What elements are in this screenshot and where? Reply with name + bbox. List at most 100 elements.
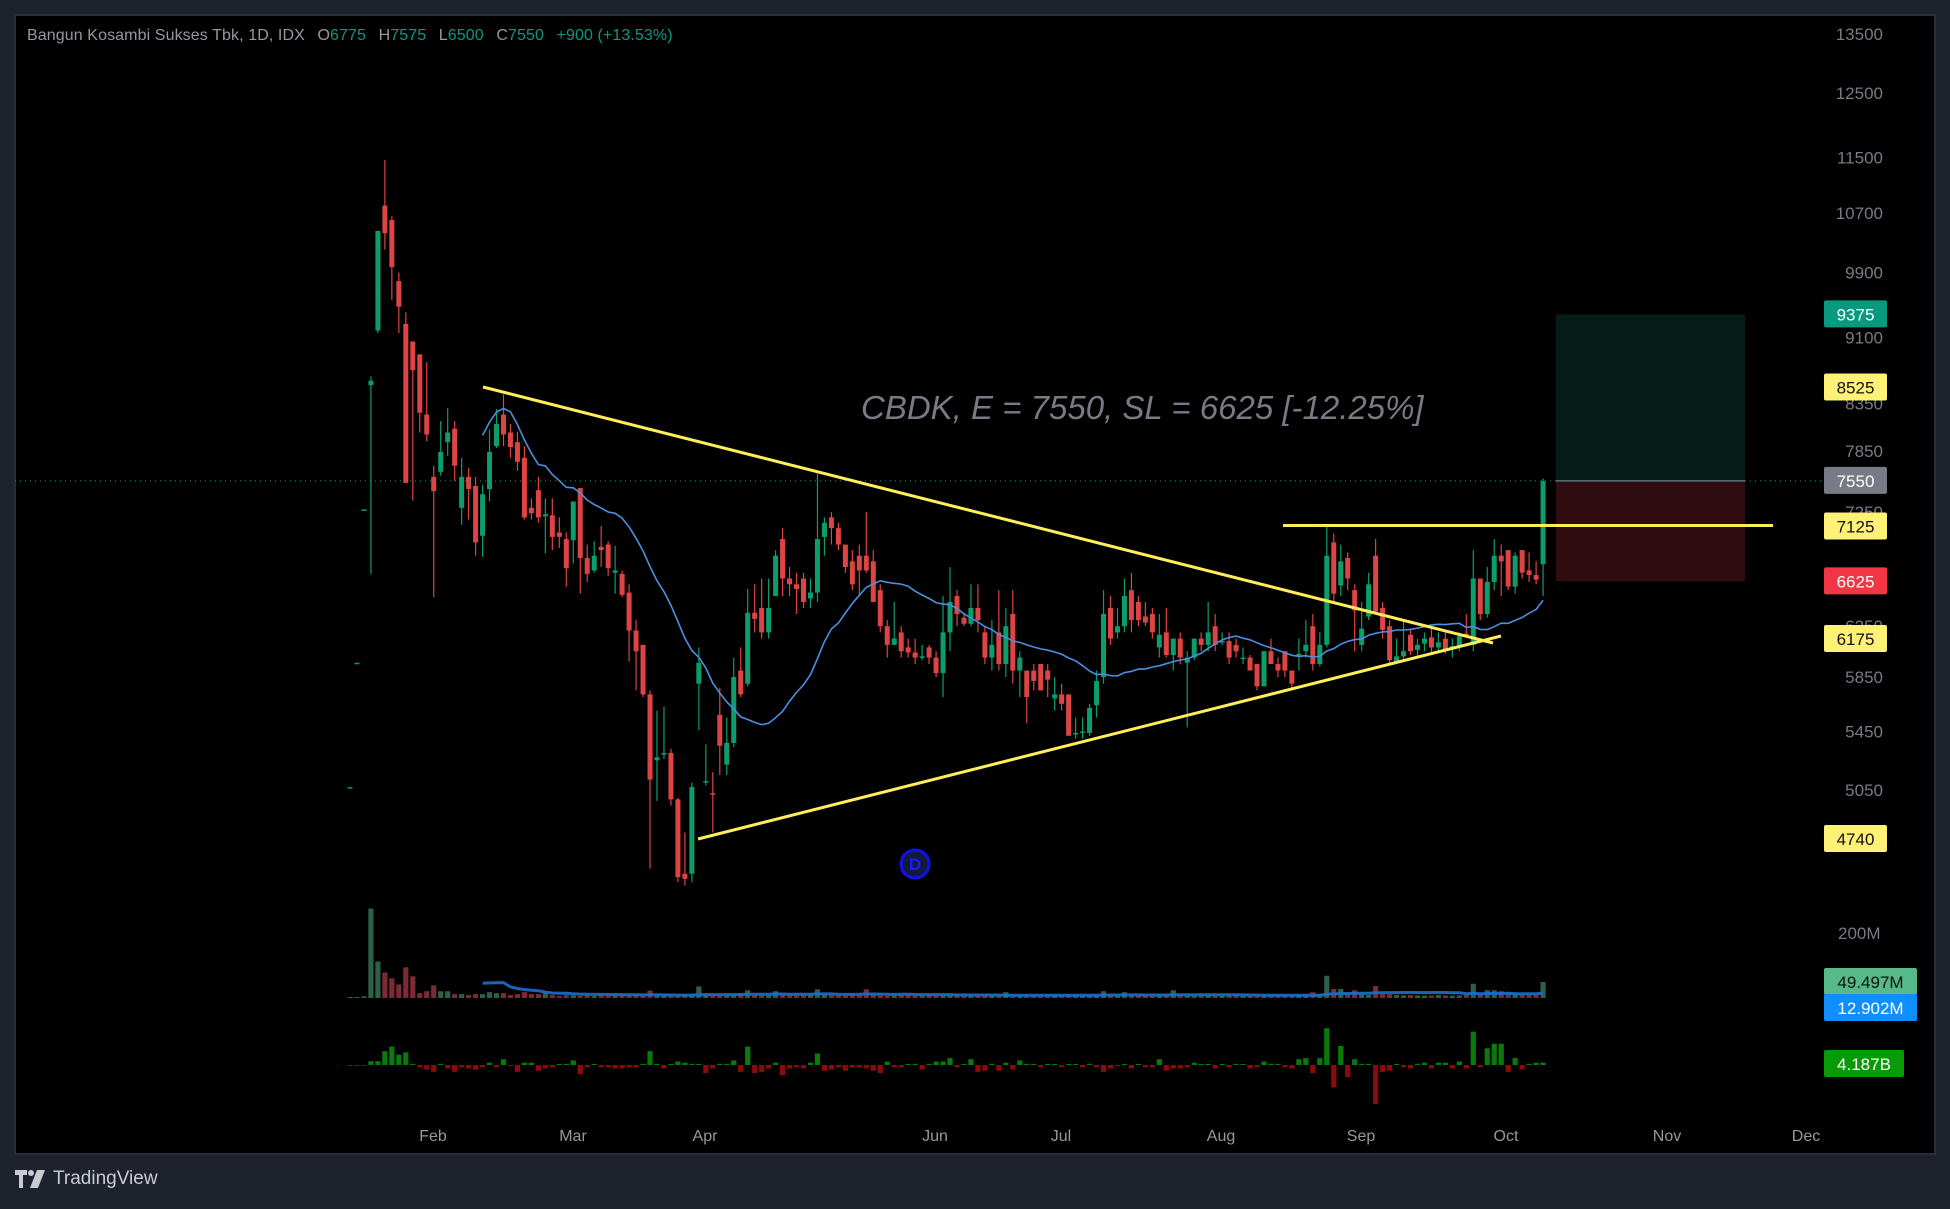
- volume-bar: [1010, 995, 1016, 998]
- candle: [1177, 632, 1183, 665]
- oscillator-value-label-bg: [1824, 1050, 1904, 1077]
- candle-body: [1059, 694, 1065, 704]
- oscillator-bar: [793, 1065, 800, 1068]
- stop-zone[interactable]: [1556, 480, 1745, 582]
- candle-body: [1170, 638, 1176, 656]
- open-key: O: [317, 27, 331, 44]
- oscillator-bar: [500, 1059, 507, 1065]
- price-tick-label: 11500: [1837, 148, 1883, 167]
- candle: [361, 509, 367, 511]
- candle-body: [1470, 578, 1476, 645]
- candle-body: [1205, 632, 1211, 645]
- candle-body: [1038, 664, 1044, 691]
- target-zone[interactable]: [1556, 314, 1745, 481]
- candle-body: [612, 570, 618, 573]
- volume-bar: [870, 995, 876, 998]
- oscillator-bar: [1366, 1063, 1372, 1065]
- time-tick-label: Aug: [1207, 1128, 1235, 1145]
- candle: [1038, 664, 1044, 691]
- volume-bar: [403, 967, 409, 998]
- oscillator-bar: [1519, 1065, 1525, 1070]
- candle: [480, 484, 486, 557]
- drawing-price-label-text: 8525: [1837, 378, 1875, 397]
- candle-body: [1421, 638, 1427, 644]
- volume-bar: [1247, 995, 1253, 998]
- oscillator-bar: [403, 1052, 409, 1065]
- last-price-label: 7550: [1824, 466, 1887, 494]
- candle-body: [1010, 614, 1016, 671]
- low-key: L: [438, 27, 448, 44]
- candle-body: [1456, 636, 1462, 647]
- volume-bar: [661, 995, 667, 998]
- volume-bar: [640, 995, 646, 998]
- candle-body: [619, 573, 625, 595]
- candle: [347, 787, 353, 789]
- candle-body: [445, 432, 451, 443]
- symbol-legend[interactable]: Bangun Kosambi Sukses Tbk, 1D, IDX O6775…: [27, 27, 673, 45]
- candle-body: [814, 539, 820, 593]
- oscillator-bar: [1345, 1065, 1351, 1078]
- candle-body: [982, 632, 988, 658]
- candle: [1219, 632, 1225, 645]
- position-note[interactable]: CBDK, E = 7550, SL = 6625 [-12.25%]: [861, 389, 1424, 426]
- descending-trendline[interactable]: [482, 385, 1494, 645]
- candle-body: [1435, 642, 1441, 648]
- time-tick-label: Mar: [559, 1128, 587, 1145]
- dividend-marker-label: D: [909, 855, 921, 874]
- dividend-marker-icon[interactable]: [899, 848, 931, 880]
- oscillator-bar: [745, 1046, 751, 1065]
- candle: [549, 498, 555, 551]
- oscillator-bar: [1170, 1065, 1176, 1069]
- candle: [459, 457, 465, 525]
- candle-body: [438, 451, 444, 472]
- candle: [563, 532, 569, 587]
- candle: [703, 744, 709, 786]
- oscillator-bar: [989, 1063, 995, 1065]
- volume-bar: [1086, 995, 1093, 998]
- candle-body: [1303, 644, 1309, 652]
- oscillator-bar: [431, 1065, 437, 1072]
- candle: [466, 467, 472, 520]
- candle-body: [863, 555, 869, 571]
- candle-body: [1275, 664, 1281, 671]
- volume-bar: [1505, 994, 1511, 998]
- axis-labels: 9375 8525 7550 7125 6625 6175 4740 49.497M 12.90…: [1824, 300, 1917, 1077]
- candle: [926, 644, 932, 665]
- volume-bar: [1031, 995, 1037, 998]
- volume-bar: [877, 995, 883, 998]
- oscillator-bar: [563, 1064, 569, 1065]
- candle: [591, 541, 597, 573]
- oscillator-bar: [835, 1065, 841, 1068]
- oscillator-bar: [1324, 1028, 1330, 1065]
- candle-body: [884, 626, 890, 645]
- candle: [1261, 651, 1267, 687]
- time-axis[interactable]: Feb Mar Apr Jun Jul Aug Sep Oct Nov Dec: [419, 1128, 1820, 1145]
- ascending-trendline[interactable]: [697, 634, 1502, 841]
- oscillator-bar: [1086, 1063, 1093, 1065]
- long-position-tool[interactable]: [1556, 314, 1745, 582]
- candle-body: [654, 757, 660, 761]
- volume-bar: [1024, 995, 1030, 998]
- candle-body: [584, 557, 590, 574]
- candle-body: [724, 742, 730, 765]
- event-marker-dividend[interactable]: D: [899, 848, 931, 880]
- candle-body: [975, 607, 981, 621]
- candle: [947, 567, 953, 652]
- oscillator-bar: [1149, 1065, 1155, 1068]
- oscillator-bar: [1533, 1062, 1539, 1065]
- volume-bar: [1059, 995, 1065, 998]
- oscillator-bar: [1073, 1064, 1079, 1065]
- footer-brand[interactable]: TradingView: [15, 1168, 158, 1190]
- volume-bar: [1219, 995, 1225, 998]
- oscillator-bar: [1449, 1065, 1455, 1069]
- drawings[interactable]: [15, 385, 1822, 841]
- oscillator-bar: [947, 1058, 953, 1065]
- candle: [1296, 638, 1302, 671]
- candle: [514, 431, 520, 471]
- candle: [801, 572, 807, 608]
- volume-bar: [521, 992, 528, 998]
- volume-bar: [856, 994, 862, 998]
- volume-bar: [1233, 995, 1239, 998]
- candle: [1373, 539, 1379, 615]
